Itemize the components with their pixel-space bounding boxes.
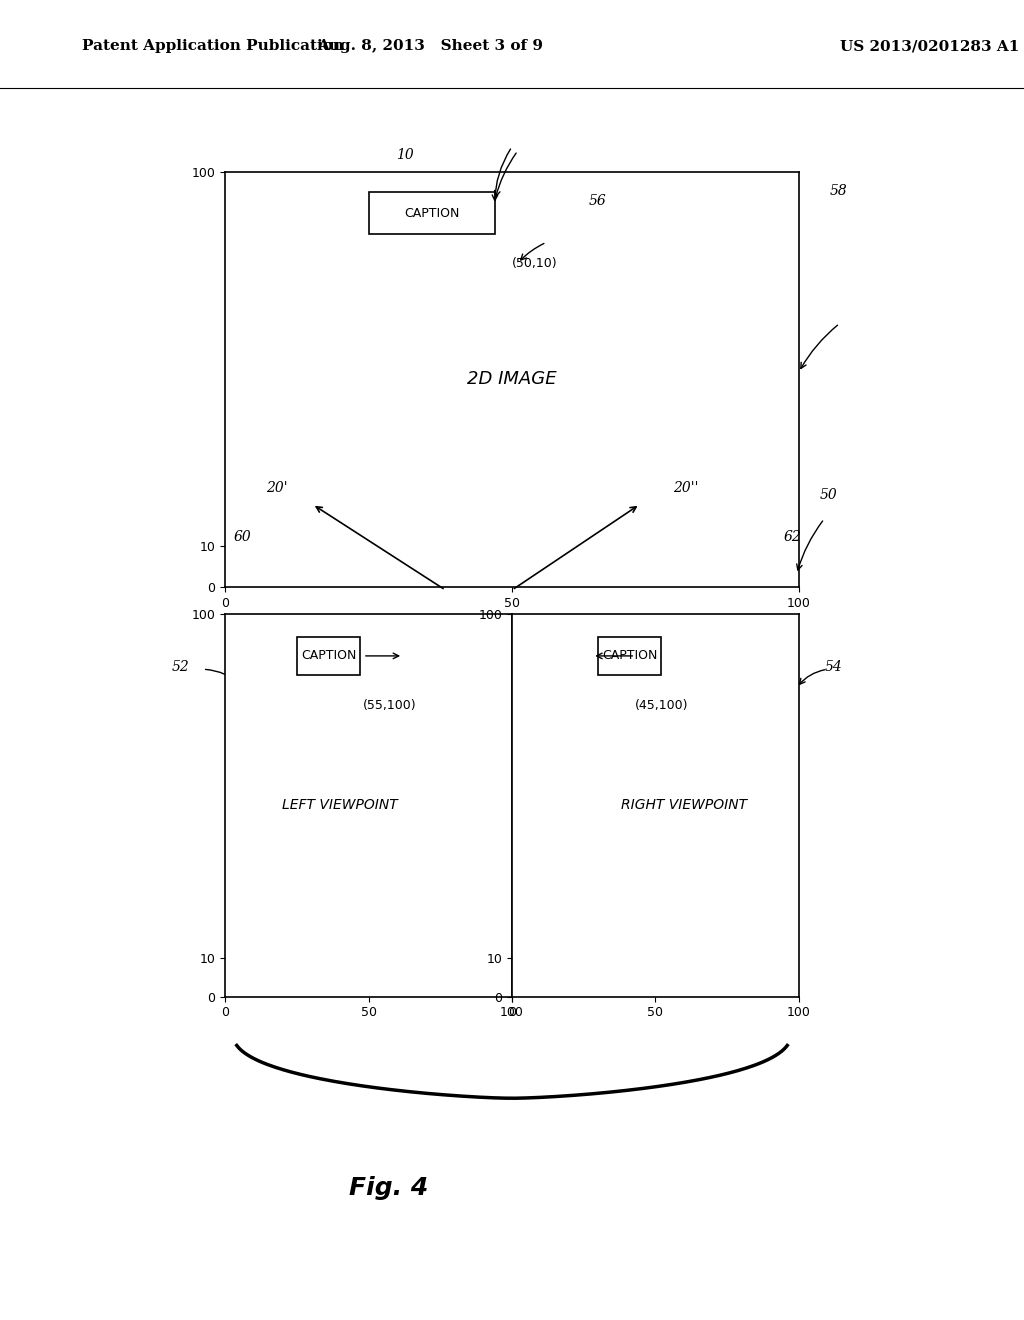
Text: (55,100): (55,100): [362, 700, 417, 713]
Text: 20': 20': [265, 480, 288, 495]
Text: 56: 56: [589, 194, 606, 207]
Text: 58: 58: [829, 185, 847, 198]
Text: Patent Application Publication: Patent Application Publication: [82, 40, 344, 53]
Text: 2D IMAGE: 2D IMAGE: [467, 371, 557, 388]
Text: (50,10): (50,10): [512, 256, 558, 269]
Text: CAPTION: CAPTION: [602, 649, 657, 663]
Text: CAPTION: CAPTION: [301, 649, 356, 663]
Text: 50: 50: [819, 488, 837, 502]
Text: 60: 60: [233, 531, 251, 544]
Text: US 2013/0201283 A1: US 2013/0201283 A1: [840, 40, 1019, 53]
Text: 52: 52: [172, 660, 189, 673]
Text: CAPTION: CAPTION: [404, 207, 460, 219]
Text: LEFT VIEWPOINT: LEFT VIEWPOINT: [282, 799, 398, 812]
Text: 62: 62: [783, 531, 801, 544]
Text: 54: 54: [824, 660, 842, 673]
Text: RIGHT VIEWPOINT: RIGHT VIEWPOINT: [621, 799, 748, 812]
FancyBboxPatch shape: [369, 193, 495, 234]
Text: Fig. 4: Fig. 4: [349, 1176, 429, 1200]
Text: (45,100): (45,100): [635, 700, 689, 713]
FancyBboxPatch shape: [598, 636, 662, 675]
Text: 10: 10: [395, 148, 414, 162]
Text: Aug. 8, 2013   Sheet 3 of 9: Aug. 8, 2013 Sheet 3 of 9: [317, 40, 543, 53]
Text: 20'': 20'': [674, 480, 698, 495]
FancyBboxPatch shape: [297, 636, 360, 675]
